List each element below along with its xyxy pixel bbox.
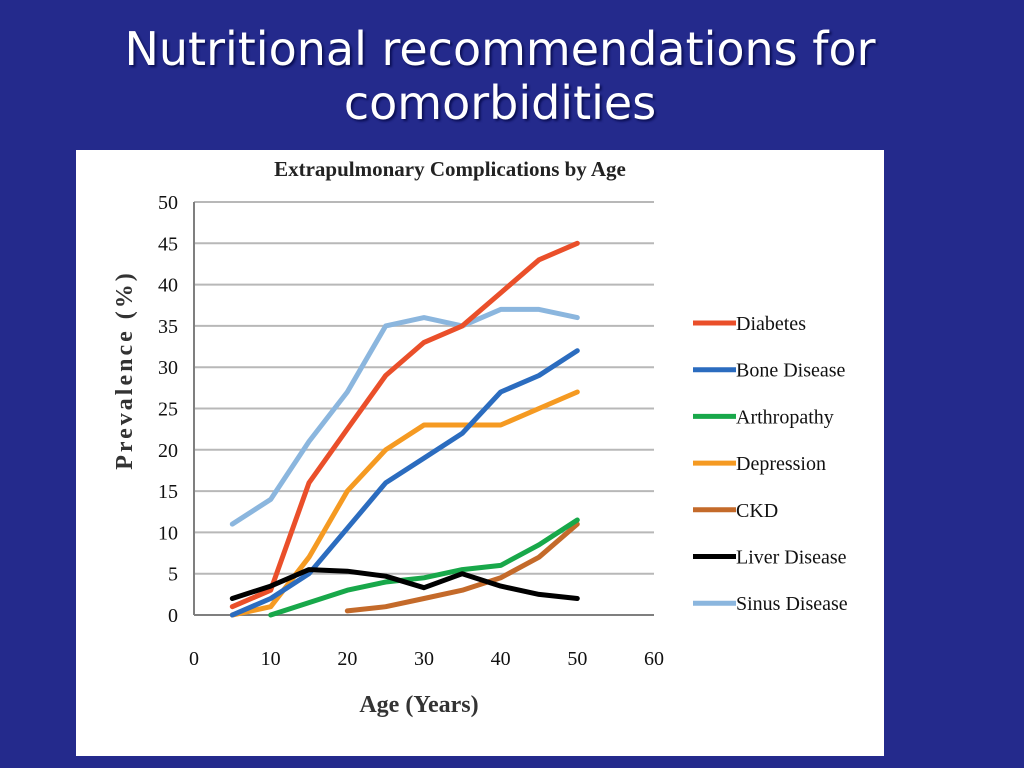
slide-title-line-2: comorbidities — [343, 76, 657, 130]
y-axis-ticks: 0 5 10 15 20 25 30 35 40 45 50 — [158, 192, 178, 627]
x-tick-label: 0 — [189, 648, 199, 670]
y-tick-label: 25 — [158, 399, 178, 421]
y-tick-label: 30 — [158, 357, 178, 379]
y-tick-label: 50 — [158, 192, 178, 214]
legend-label: Bone Disease — [736, 360, 846, 382]
series-line-bone-disease — [229, 348, 580, 618]
legend-item: Liver Disease — [693, 547, 847, 569]
legend-label: Arthropathy — [736, 406, 834, 428]
y-tick-label: 40 — [158, 275, 178, 297]
legend-item: Sinus Disease — [693, 593, 848, 615]
legend-item: Depression — [693, 453, 826, 475]
x-axis-label: Age (Years) — [359, 692, 478, 718]
legend: Diabetes Bone Disease Arthropathy Depressio… — [693, 313, 848, 615]
x-tick-label: 30 — [414, 648, 434, 670]
x-tick-label: 10 — [261, 648, 281, 670]
y-tick-label: 5 — [168, 564, 178, 586]
y-tick-label: 0 — [168, 605, 178, 627]
slide-title: Nutritional recommendations for comorbid… — [0, 22, 1000, 130]
y-tick-label: 10 — [158, 522, 178, 544]
legend-item: CKD — [693, 500, 778, 522]
legend-label: Diabetes — [736, 313, 806, 335]
series-line-depression — [229, 389, 580, 618]
x-axis-ticks: 0 10 20 30 40 50 60 — [189, 648, 664, 670]
x-tick-label: 20 — [337, 648, 357, 670]
legend-label: CKD — [736, 500, 778, 522]
legend-label: Liver Disease — [736, 547, 847, 569]
legend-label: Sinus Disease — [736, 593, 848, 615]
y-tick-label: 35 — [158, 316, 178, 338]
series-line-diabetes — [229, 240, 580, 610]
series-line-sinus-disease — [229, 306, 580, 527]
x-tick-label: 40 — [491, 648, 511, 670]
y-tick-label: 15 — [158, 481, 178, 503]
y-tick-label: 20 — [158, 440, 178, 462]
x-tick-label: 50 — [567, 648, 587, 670]
series-lines — [229, 240, 580, 618]
gridlines — [194, 201, 654, 575]
slide-title-line-1: Nutritional recommendations for — [124, 22, 876, 76]
series-line-ckd — [344, 521, 580, 614]
series-line-arthropathy — [268, 517, 580, 618]
x-tick-label: 60 — [644, 648, 664, 670]
legend-item: Diabetes — [693, 313, 806, 335]
y-tick-label: 45 — [158, 233, 178, 255]
legend-label: Depression — [736, 453, 826, 475]
series-line-liver-disease — [229, 567, 580, 601]
legend-item: Arthropathy — [693, 406, 834, 428]
legend-item: Bone Disease — [693, 360, 846, 382]
line-chart: Extrapulmonary Complications by Age 0 5 10… — [112, 157, 848, 718]
y-axis-label: Prevalence (%) — [112, 270, 138, 470]
chart-panel: Extrapulmonary Complications by Age 0 5 10… — [76, 150, 884, 756]
chart-title: Extrapulmonary Complications by Age — [274, 157, 626, 181]
